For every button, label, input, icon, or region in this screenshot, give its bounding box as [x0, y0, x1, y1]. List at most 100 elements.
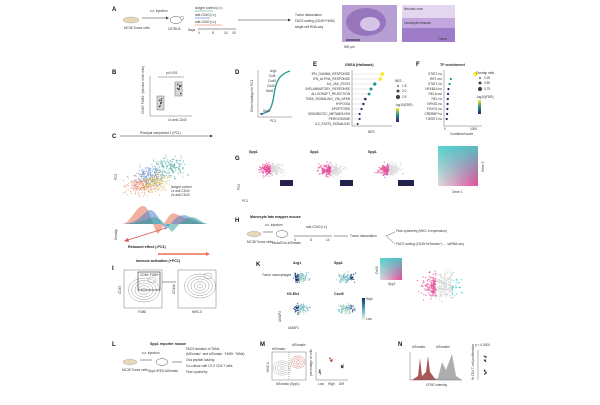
cell-point — [302, 313, 304, 315]
cell-point — [162, 161, 164, 163]
cell-point — [449, 294, 451, 296]
cell-point — [262, 175, 264, 177]
cell-point — [157, 176, 159, 178]
term-label: IRF1 mu — [430, 77, 442, 81]
cell-point — [171, 158, 173, 160]
data-point — [483, 373, 486, 375]
cell-point — [325, 164, 328, 166]
cell-point — [138, 177, 140, 179]
cell-point — [460, 278, 463, 281]
cell-point — [458, 286, 460, 289]
cell-point — [339, 304, 341, 306]
cell-point — [438, 293, 441, 295]
cell-point — [278, 164, 281, 166]
cell-point — [435, 297, 438, 300]
cell-point — [176, 159, 178, 161]
cell-point — [447, 292, 449, 295]
cell-point — [439, 296, 441, 299]
cell-point — [296, 279, 298, 281]
cell-point — [445, 286, 447, 288]
cell-point — [146, 175, 148, 177]
cell-point — [341, 170, 343, 172]
cell-point — [448, 288, 451, 291]
cell-point — [272, 165, 274, 168]
cell-point — [339, 278, 341, 280]
cell-point — [347, 310, 349, 312]
cell-point — [439, 287, 441, 290]
cell-point — [157, 181, 159, 183]
term-label: IFN_ALPHA_RESPONSE — [313, 77, 350, 81]
cell-point — [156, 170, 159, 172]
cell-point — [427, 283, 429, 285]
cell-point — [160, 175, 162, 177]
cell-point — [345, 309, 347, 311]
cell-point — [448, 283, 450, 285]
cell-point — [341, 274, 343, 276]
cd40-label: anti-CD40 (i.v.) — [195, 13, 216, 17]
cell-point — [336, 163, 338, 166]
cell-point — [351, 311, 353, 313]
cell-point — [345, 312, 347, 314]
cell-point — [328, 165, 330, 167]
cell-point — [390, 161, 392, 163]
cell-point — [150, 181, 152, 183]
cell-point — [448, 280, 450, 283]
cell-point — [136, 185, 138, 187]
cell-point — [165, 188, 167, 190]
cell-point — [424, 276, 427, 279]
chart-title: GSEA (Hallmark) — [345, 63, 374, 67]
tf-dot — [448, 82, 451, 86]
cell-point — [345, 310, 347, 312]
cell-point — [349, 312, 351, 314]
cell-point — [151, 171, 153, 173]
cell-point — [164, 177, 166, 179]
cell-point — [321, 169, 324, 172]
cell-point — [165, 167, 168, 170]
cell-point — [148, 171, 150, 173]
cell-point — [349, 273, 351, 275]
cell-point — [398, 168, 400, 170]
data-point — [160, 99, 162, 102]
cell-point — [169, 179, 171, 181]
cell-point — [150, 168, 152, 170]
cell-point — [307, 306, 309, 308]
cell-point — [135, 181, 137, 184]
cell-point — [150, 179, 152, 181]
cell-point — [264, 175, 267, 177]
cell-point — [141, 188, 143, 190]
cell-point — [392, 175, 395, 177]
cell-point — [338, 305, 340, 307]
cell-point — [344, 280, 347, 282]
cell-point — [127, 188, 129, 191]
petri-dish-icon — [122, 16, 140, 24]
cell-point — [158, 175, 160, 178]
cell-point — [148, 182, 150, 184]
cell-point — [152, 185, 155, 187]
legend-entry: 1x anti-CD40 — [171, 189, 190, 193]
term-label: XENOBIOTIC_METABOLISM — [308, 112, 350, 116]
cell-point — [154, 171, 156, 173]
swarm-points — [318, 357, 344, 375]
term-labels: IFN_GAMMA_RESPONSEIFN_ALPHA_RESPONSEIL6_… — [306, 72, 351, 126]
cell-point — [433, 294, 435, 297]
cell-point — [317, 169, 320, 172]
cell-point — [146, 195, 148, 197]
cell-point — [342, 278, 344, 280]
cell-point — [272, 170, 274, 172]
cell-point — [134, 192, 136, 194]
arrow-head — [166, 16, 169, 20]
cell-point — [341, 275, 343, 277]
cell-point — [135, 176, 137, 178]
cell-point — [158, 172, 160, 174]
cell-point — [281, 168, 283, 170]
term-label: REL hu — [431, 97, 442, 101]
term-label: IL6_JAK_STAT3 — [327, 82, 350, 86]
cell-point — [452, 272, 454, 274]
arrow-head — [288, 18, 291, 22]
data-point — [158, 99, 161, 102]
cell-point — [296, 276, 298, 278]
cell-point — [422, 280, 425, 282]
y-label: MHC-II — [266, 362, 270, 372]
cell-point — [448, 284, 450, 287]
